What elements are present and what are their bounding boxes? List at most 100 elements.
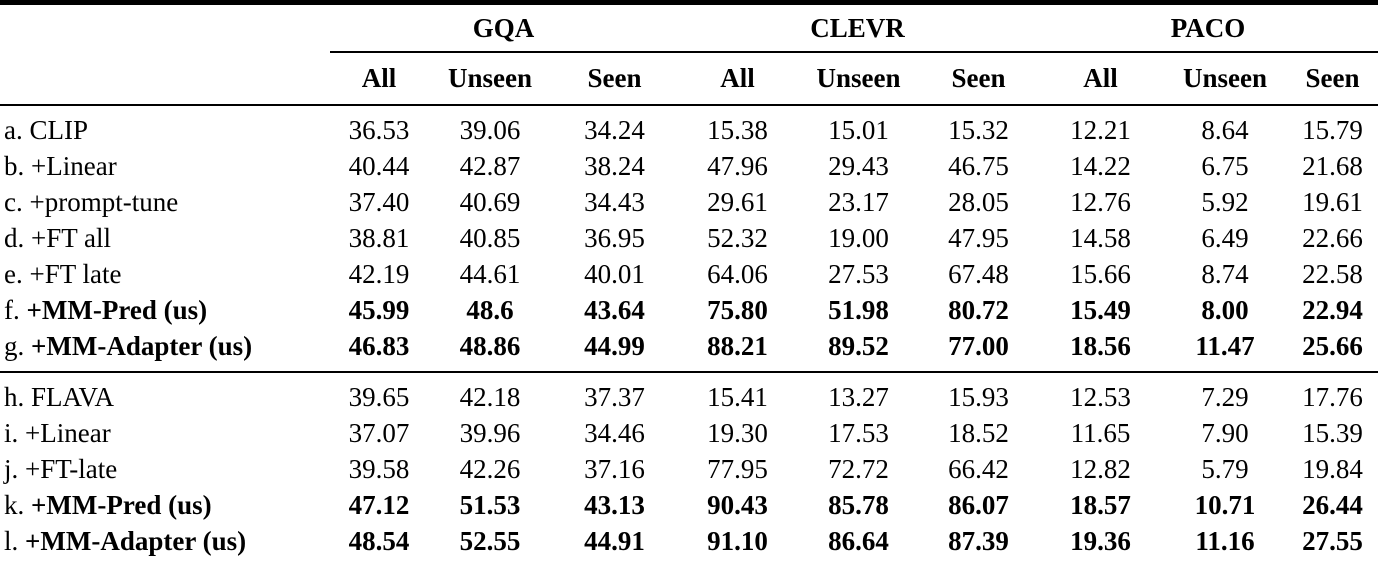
row-label: f. +MM-Pred (us) <box>0 292 330 328</box>
column-header: All <box>1038 52 1164 106</box>
metric-value: 42.87 <box>459 150 521 181</box>
row-letter: k. <box>4 489 25 520</box>
method-name: +Linear <box>24 150 117 181</box>
row-letter: l. <box>4 525 19 556</box>
method-name: +prompt-tune <box>22 186 179 217</box>
table-section-clip: a. CLIP 36.53 39.06 34.24 15.38 15.01 15.32 12.… <box>0 105 1378 373</box>
metric-value: 8.74 <box>1201 258 1249 289</box>
row-label: a. CLIP <box>0 105 330 148</box>
table-row: g. +MM-Adapter (us) 46.83 48.86 44.99 88.21 8… <box>0 328 1378 373</box>
metric-value: 43.13 <box>584 489 645 520</box>
metric-value: 37.07 <box>348 417 410 448</box>
column-header: All <box>677 52 799 106</box>
metric-value: 38.24 <box>584 150 645 181</box>
metric-value: 12.21 <box>1070 114 1131 145</box>
metric-value: 47.96 <box>707 150 768 181</box>
metric-value: 7.29 <box>1201 381 1249 412</box>
sub-header-stub <box>0 52 330 106</box>
metric-value: 40.69 <box>459 186 521 217</box>
column-header: Seen <box>552 52 678 106</box>
metric-value: 19.30 <box>707 417 768 448</box>
metric-value: 6.49 <box>1201 222 1249 253</box>
row-label: e. +FT late <box>0 256 330 292</box>
row-letter: i. <box>4 417 19 448</box>
sub-header-row: All Unseen Seen All Unseen Seen All Unseen Seen <box>0 52 1378 106</box>
row-label: i. +Linear <box>0 415 330 451</box>
metric-value: 15.79 <box>1302 114 1363 145</box>
metric-value: 51.98 <box>828 294 889 325</box>
metric-value: 14.22 <box>1070 150 1131 181</box>
metric-value: 11.47 <box>1163 328 1288 373</box>
column-header: All <box>330 52 428 106</box>
table-row: j. +FT-late 39.58 42.26 37.16 77.95 72.72 66.4… <box>0 451 1378 487</box>
metric-value: 23.17 <box>828 186 889 217</box>
table-row: d. +FT all 38.81 40.85 36.95 52.32 19.00 47.95… <box>0 220 1378 256</box>
metric-value: 89.52 <box>798 328 920 373</box>
metric-value: 46.83 <box>330 328 428 373</box>
row-letter: b. <box>4 150 25 181</box>
row-label: h. FLAVA <box>0 372 330 415</box>
metric-value: 19.84 <box>1302 453 1363 484</box>
group-header-clevr: CLEVR <box>677 2 1039 53</box>
metric-value: 75.80 <box>707 294 768 325</box>
metric-value: 43.64 <box>584 294 645 325</box>
row-label: d. +FT all <box>0 220 330 256</box>
row-label: j. +FT-late <box>0 451 330 487</box>
metric-value: 6.75 <box>1201 150 1249 181</box>
metric-value: 86.64 <box>828 525 889 556</box>
metric-value: 19.61 <box>1302 186 1363 217</box>
metric-value: 29.43 <box>828 150 889 181</box>
metric-value: 90.43 <box>707 489 768 520</box>
metric-value: 38.81 <box>348 222 410 253</box>
metric-value: 15.41 <box>707 381 768 412</box>
metric-value: 11.65 <box>1070 417 1131 448</box>
metric-value: 15.39 <box>1302 417 1363 448</box>
metric-value: 25.66 <box>1287 328 1378 373</box>
metric-value: 12.53 <box>1070 381 1131 412</box>
metric-value: 37.37 <box>584 381 645 412</box>
metric-value: 48.6 <box>466 294 514 325</box>
metric-value: 46.75 <box>948 150 1009 181</box>
metric-value: 22.66 <box>1302 222 1363 253</box>
metric-value: 37.40 <box>348 186 410 217</box>
metric-value: 26.44 <box>1302 489 1363 520</box>
method-name: CLIP <box>22 114 88 145</box>
metric-value: 5.92 <box>1201 186 1249 217</box>
table-row: c. +prompt-tune 37.40 40.69 34.43 29.61 23.17… <box>0 184 1378 220</box>
metric-value: 40.85 <box>459 222 521 253</box>
row-letter: j. <box>4 453 19 484</box>
metric-value: 48.86 <box>428 328 552 373</box>
metric-value: 34.43 <box>584 186 645 217</box>
metric-value: 77.95 <box>707 453 768 484</box>
column-header: Unseen <box>428 52 552 106</box>
row-letter: a. <box>4 114 23 145</box>
metric-value: 22.58 <box>1302 258 1363 289</box>
table-row: k. +MM-Pred (us) 47.12 51.53 43.13 90.43 85.7… <box>0 487 1378 523</box>
metric-value: 52.55 <box>459 525 521 556</box>
metric-value: 12.82 <box>1070 453 1131 484</box>
row-letter: c. <box>4 186 23 217</box>
table-row: e. +FT late 42.19 44.61 40.01 64.06 27.53 67.4… <box>0 256 1378 292</box>
metric-value: 44.91 <box>584 525 645 556</box>
metric-value: 18.52 <box>948 417 1009 448</box>
metric-value: 39.58 <box>348 453 410 484</box>
table-row: i. +Linear 37.07 39.96 34.46 19.30 17.53 18.52… <box>0 415 1378 451</box>
group-header-paco: PACO <box>1038 2 1378 53</box>
metric-value: 5.79 <box>1201 453 1249 484</box>
method-name: +Linear <box>18 417 111 448</box>
metric-value: 19.00 <box>828 222 889 253</box>
metric-value: 15.66 <box>1070 258 1131 289</box>
metric-value: 52.32 <box>707 222 768 253</box>
metric-value: 15.38 <box>707 114 768 145</box>
metric-value: 64.06 <box>707 258 768 289</box>
metric-value: 34.24 <box>584 114 645 145</box>
table-row: f. +MM-Pred (us) 45.99 48.6 43.64 75.80 51.98… <box>0 292 1378 328</box>
metric-value: 36.53 <box>348 114 410 145</box>
metric-value: 40.44 <box>348 150 410 181</box>
metric-value: 27.55 <box>1302 525 1363 556</box>
metric-value: 17.76 <box>1302 381 1363 412</box>
metric-value: 7.90 <box>1201 417 1249 448</box>
method-name: +MM-Adapter (us) <box>18 525 247 556</box>
metric-value: 18.56 <box>1038 328 1164 373</box>
metric-value: 44.99 <box>552 328 678 373</box>
